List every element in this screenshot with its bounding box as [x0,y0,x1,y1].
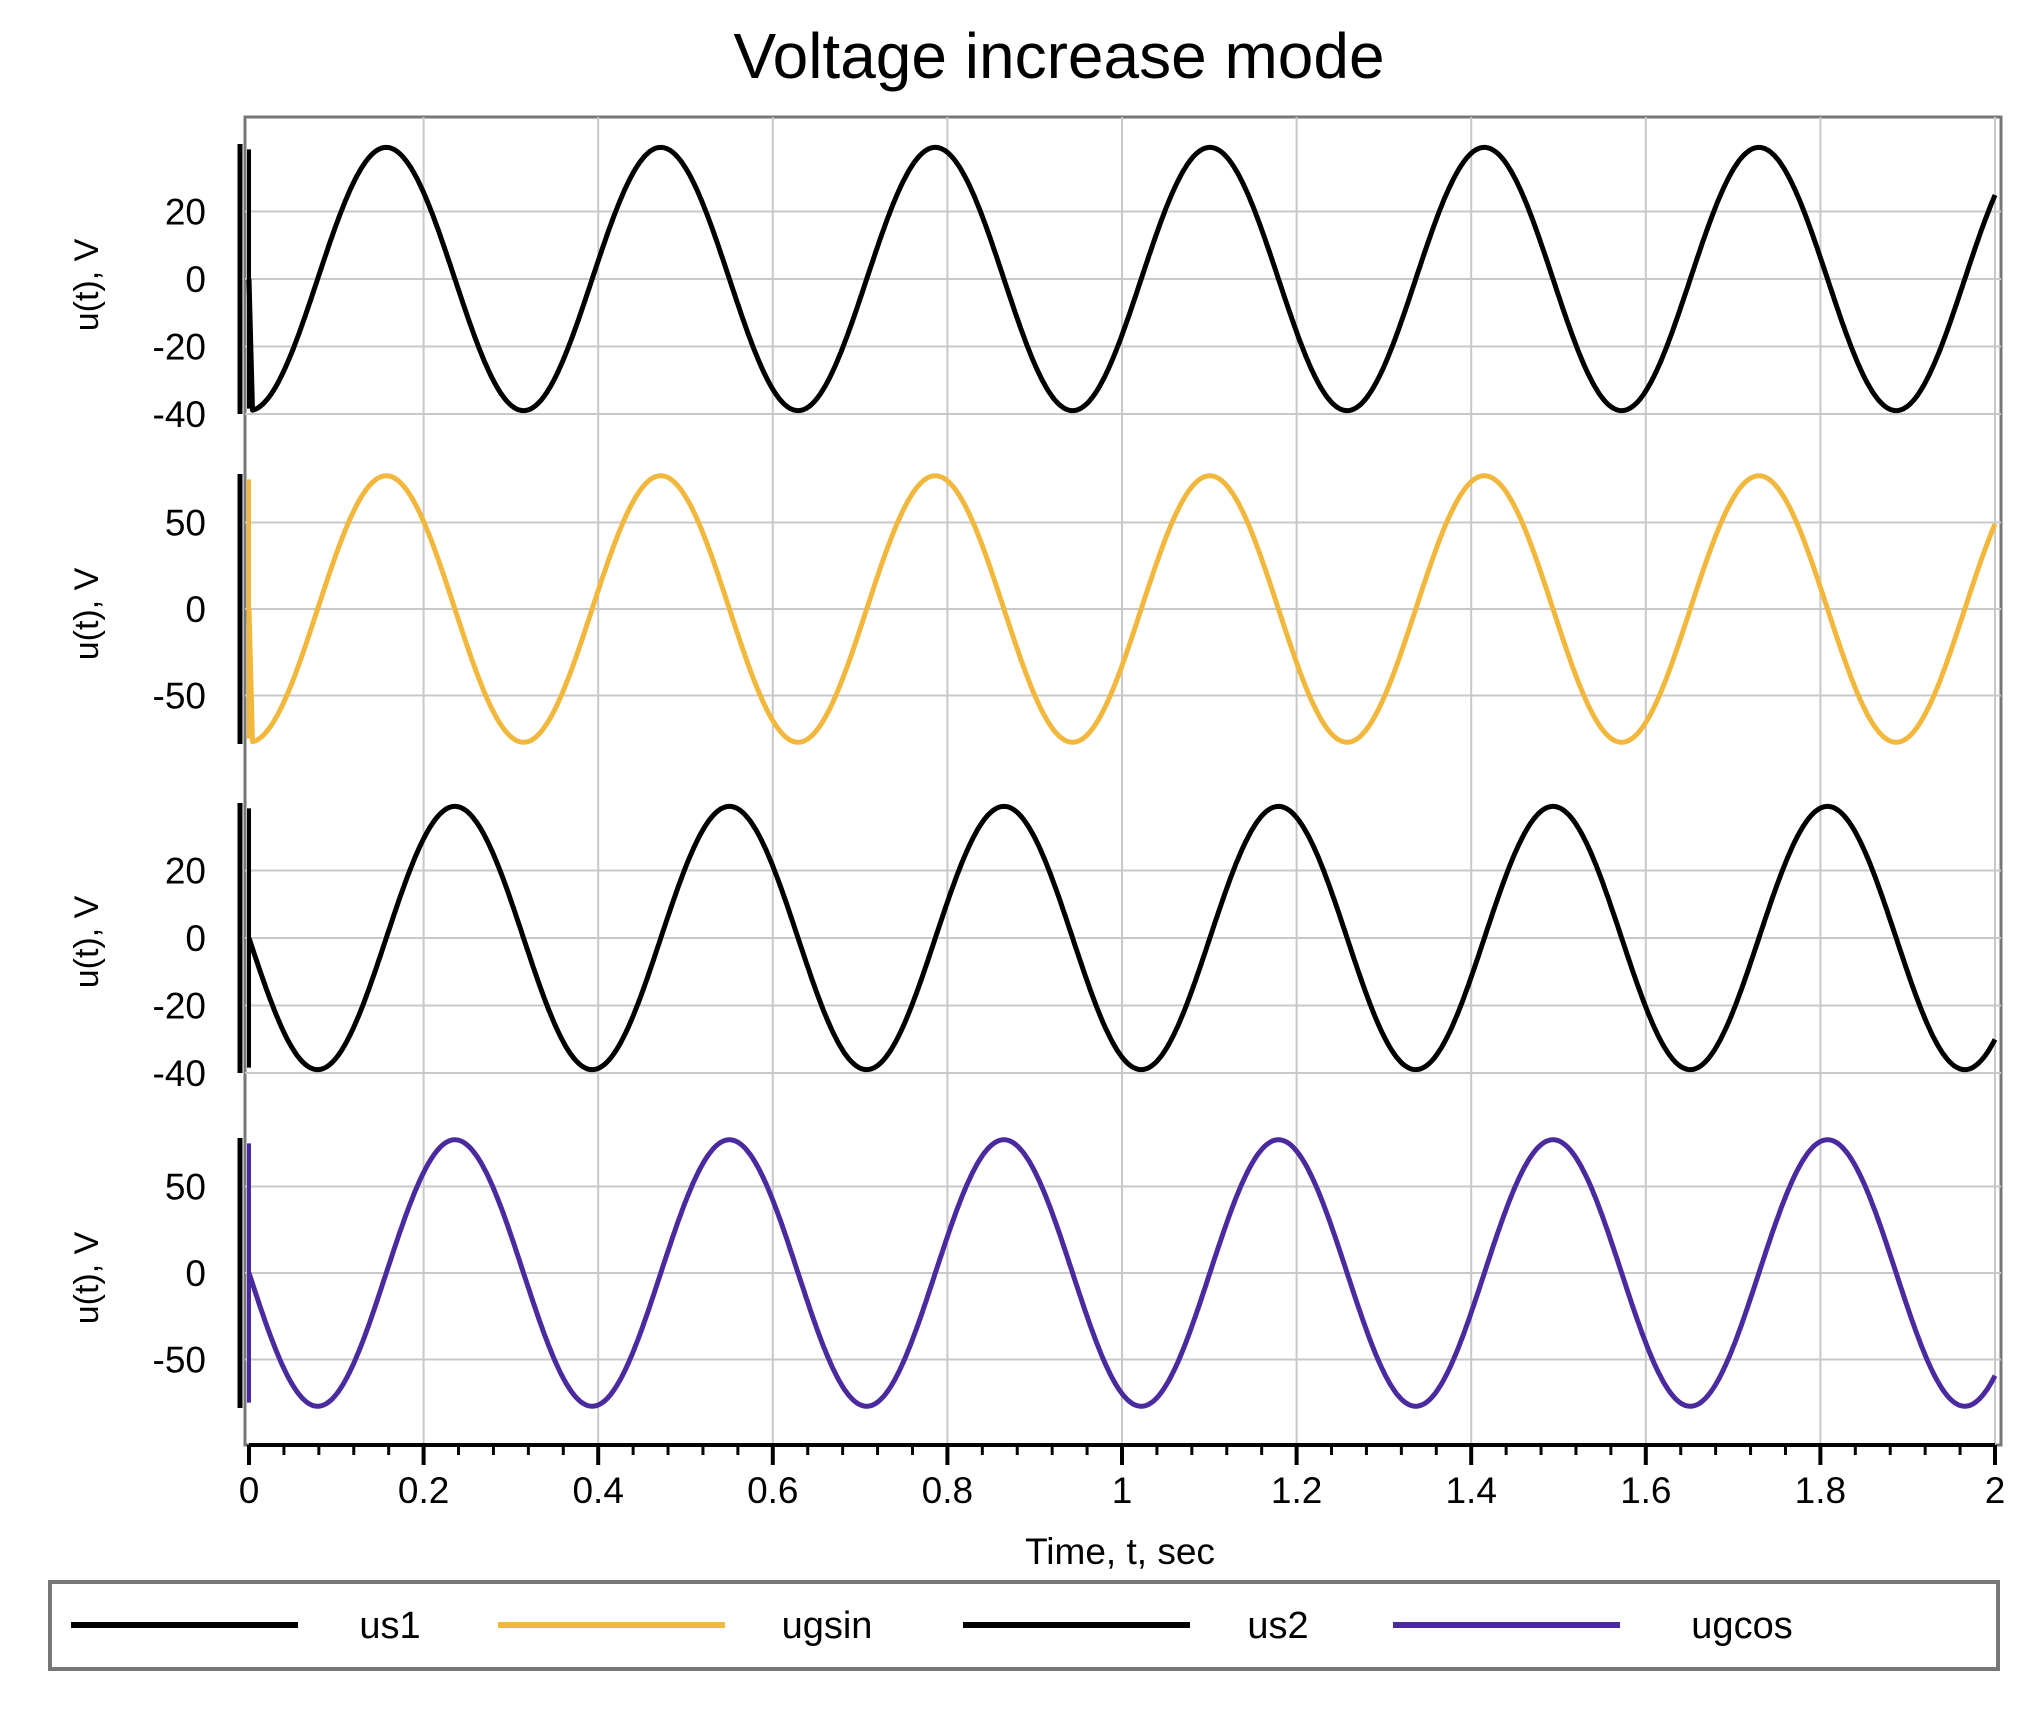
y-tick-label: -40 [153,394,206,435]
y-tick-label: 0 [185,589,206,630]
y-tick-label: 20 [165,192,206,233]
x-tick-label: 0.4 [572,1470,623,1511]
series-line-ugsin [246,473,1998,745]
chart-title: Voltage increase mode [733,20,1384,92]
y-tick-label: -50 [153,676,206,717]
series-line-us2 [246,803,1998,1073]
x-tick-label: 1.2 [1271,1470,1322,1511]
y-tick-label: 0 [185,259,206,300]
x-tick-label: 2 [1985,1470,2006,1511]
x-tick-label: 1.4 [1445,1470,1496,1511]
x-tick-label: 1 [1112,1470,1133,1511]
x-tick-label: 0.2 [398,1470,449,1511]
y-tick-label: -40 [153,1053,206,1094]
x-tick-label: 0.6 [747,1470,798,1511]
panel-us1: 20 0 -20 -40 u(t), V [68,144,2001,435]
series-line-ugcos [246,1137,1998,1409]
y-tick-label: -20 [153,327,206,368]
y-axis-label: u(t), V [68,895,106,988]
x-axis-label: Time, t, sec [1025,1531,1215,1572]
legend: us1 ugsin us2 ugcos [48,1580,2000,1671]
x-tick-label: 0.8 [922,1470,973,1511]
legend-label-ugsin: ugsin [782,1605,873,1647]
legend-label-us2: us2 [1247,1605,1308,1647]
y-axis-label: u(t), V [68,567,106,660]
y-tick-label: -50 [153,1340,206,1381]
legend-label-us1: us1 [359,1605,420,1647]
y-tick-label: 0 [185,918,206,959]
panel-ugsin: 50 0 -50 u(t), V [68,473,2001,745]
x-tick-label: 1.6 [1620,1470,1671,1511]
panel-us2: 20 0 -20 -40 u(t), V [68,803,2001,1094]
y-tick-label: 50 [165,502,206,543]
y-axis-label: u(t), V [68,238,106,331]
panel-ugcos: 50 0 -50 u(t), V [68,1137,2001,1409]
y-axis-label: u(t), V [68,1231,106,1324]
x-tick-label: 1.8 [1795,1470,1846,1511]
x-tick-label: 0 [239,1470,260,1511]
y-tick-label: 20 [165,851,206,892]
series-line-us1 [246,144,1998,414]
y-tick-label: 50 [165,1166,206,1207]
y-tick-label: 0 [185,1253,206,1294]
y-tick-label: -20 [153,986,206,1027]
legend-label-ugcos: ugcos [1691,1605,1792,1647]
